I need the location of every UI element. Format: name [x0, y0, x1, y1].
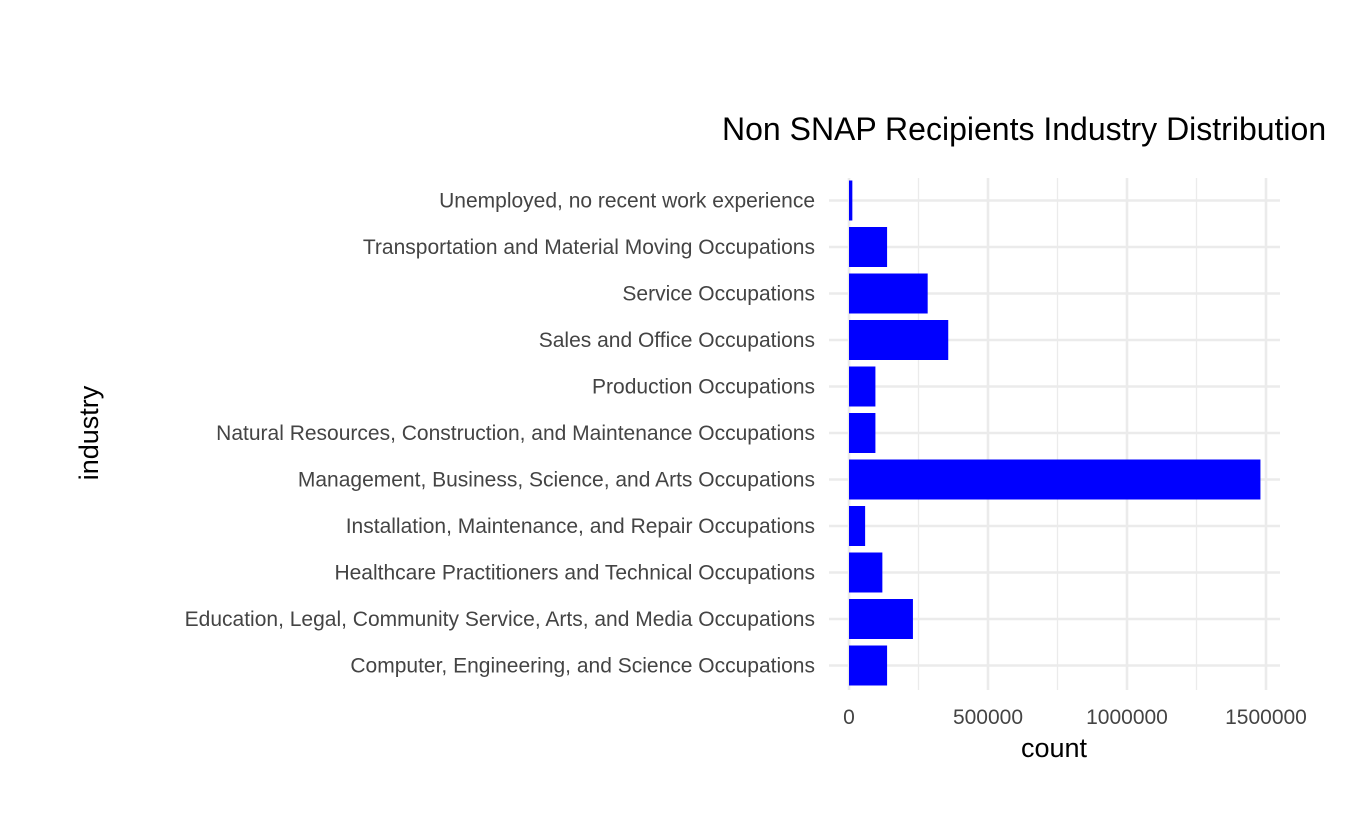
x-tick-label: 1000000 [1086, 706, 1168, 729]
bar [849, 320, 949, 360]
category-label: Sales and Office Occupations [539, 329, 815, 352]
category-label: Management, Business, Science, and Arts … [298, 469, 815, 492]
x-tick-label: 0 [843, 706, 855, 729]
bar [849, 599, 913, 639]
x-tick-labels: 0 500000 1000000 1500000 [843, 706, 1307, 729]
bar [849, 366, 876, 407]
bar [849, 273, 928, 314]
bar [849, 552, 883, 593]
bar [849, 227, 888, 267]
category-label: Education, Legal, Community Service, Art… [185, 608, 815, 631]
y-axis-title: industry [74, 385, 104, 480]
chart-title: Non SNAP Recipients Industry Distributio… [722, 111, 1326, 147]
x-tick-label: 1500000 [1225, 706, 1307, 729]
bars [849, 180, 1261, 686]
x-tick-label: 500000 [953, 706, 1023, 729]
bar [849, 506, 866, 546]
bar [849, 459, 1261, 500]
category-label: Healthcare Practitioners and Technical O… [334, 562, 815, 585]
category-label: Natural Resources, Construction, and Mai… [216, 422, 815, 445]
category-labels: Computer, Engineering, and Science Occup… [185, 190, 815, 678]
category-label: Installation, Maintenance, and Repair Oc… [346, 515, 815, 538]
bar [849, 180, 853, 221]
bar [849, 413, 876, 453]
category-label: Production Occupations [592, 376, 815, 399]
category-label: Computer, Engineering, and Science Occup… [350, 655, 815, 678]
category-label: Unemployed, no recent work experience [439, 190, 815, 213]
category-label: Service Occupations [622, 283, 815, 306]
bar [849, 645, 888, 686]
x-axis-title: count [1021, 733, 1088, 763]
category-label: Transportation and Material Moving Occup… [363, 236, 815, 259]
